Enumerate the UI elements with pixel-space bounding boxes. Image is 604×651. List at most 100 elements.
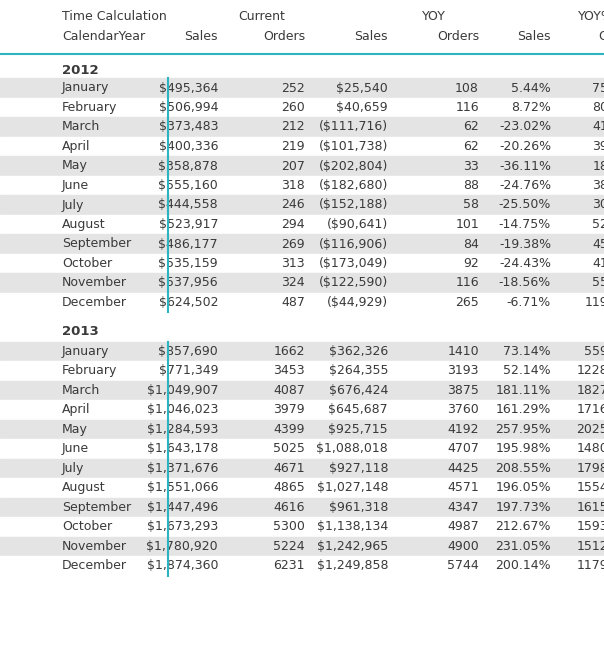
Text: 5224: 5224 <box>274 540 305 553</box>
Text: 1512.35%: 1512.35% <box>576 540 604 553</box>
Text: 5744: 5744 <box>447 559 479 572</box>
Text: ($182,680): ($182,680) <box>319 179 388 192</box>
Text: -18.56%: -18.56% <box>499 277 551 290</box>
Text: 62: 62 <box>463 140 479 153</box>
Text: 41.63%: 41.63% <box>593 257 604 270</box>
Text: January: January <box>62 345 109 358</box>
Text: March: March <box>62 383 100 396</box>
Text: -36.11%: -36.11% <box>499 159 551 173</box>
Text: 1480.19%: 1480.19% <box>576 442 604 455</box>
Text: 4192: 4192 <box>448 422 479 436</box>
Bar <box>0 400 604 419</box>
Text: -24.76%: -24.76% <box>499 179 551 192</box>
Text: 2012: 2012 <box>62 64 98 77</box>
Text: Sales: Sales <box>184 29 218 42</box>
Text: 45.41%: 45.41% <box>593 238 604 251</box>
Text: September: September <box>62 238 131 251</box>
Text: ($111,716): ($111,716) <box>319 120 388 133</box>
Text: 257.95%: 257.95% <box>495 422 551 436</box>
Text: May: May <box>62 159 88 173</box>
Text: Sales: Sales <box>518 29 551 42</box>
Text: ($101,738): ($101,738) <box>319 140 388 153</box>
Bar <box>0 254 604 273</box>
Text: ($202,804): ($202,804) <box>319 159 388 173</box>
Text: $535,159: $535,159 <box>158 257 218 270</box>
Text: March: March <box>62 120 100 133</box>
Text: $40,659: $40,659 <box>336 101 388 114</box>
Bar <box>0 478 604 497</box>
Text: ($90,641): ($90,641) <box>327 218 388 231</box>
Text: 1827.83%: 1827.83% <box>576 383 604 396</box>
Text: 116: 116 <box>455 101 479 114</box>
Bar <box>0 517 604 536</box>
Text: 3193: 3193 <box>448 365 479 377</box>
Text: August: August <box>62 481 106 494</box>
Bar <box>0 234 604 254</box>
Text: 200.14%: 200.14% <box>495 559 551 572</box>
Text: $1,673,293: $1,673,293 <box>147 520 218 533</box>
Text: December: December <box>62 296 127 309</box>
Text: -24.43%: -24.43% <box>499 257 551 270</box>
Text: October: October <box>62 520 112 533</box>
Text: 6231: 6231 <box>274 559 305 572</box>
Text: ($116,906): ($116,906) <box>319 238 388 251</box>
Text: 88: 88 <box>463 179 479 192</box>
Text: 3760: 3760 <box>447 403 479 416</box>
Text: $645,687: $645,687 <box>329 403 388 416</box>
Text: 84: 84 <box>463 238 479 251</box>
Text: YOY: YOY <box>422 10 445 23</box>
Text: 5.44%: 5.44% <box>511 81 551 94</box>
Text: 1410: 1410 <box>448 345 479 358</box>
Text: 265: 265 <box>455 296 479 309</box>
Text: February: February <box>62 101 117 114</box>
Text: $358,878: $358,878 <box>158 159 218 173</box>
Text: 3875: 3875 <box>447 383 479 396</box>
Text: 181.11%: 181.11% <box>495 383 551 396</box>
Text: February: February <box>62 365 117 377</box>
Text: November: November <box>62 277 127 290</box>
Bar <box>0 439 604 458</box>
Text: 108: 108 <box>455 81 479 94</box>
Text: 1615.99%: 1615.99% <box>577 501 604 514</box>
Text: 3453: 3453 <box>274 365 305 377</box>
Text: 269: 269 <box>281 238 305 251</box>
Text: 116: 116 <box>455 277 479 290</box>
Text: 313: 313 <box>281 257 305 270</box>
Text: April: April <box>62 140 91 153</box>
Text: 75.00%: 75.00% <box>592 81 604 94</box>
Text: 5300: 5300 <box>273 520 305 533</box>
Bar <box>0 536 604 556</box>
Text: $1,046,023: $1,046,023 <box>147 403 218 416</box>
Text: 4087: 4087 <box>273 383 305 396</box>
Text: -20.26%: -20.26% <box>499 140 551 153</box>
Text: -6.71%: -6.71% <box>507 296 551 309</box>
Bar <box>0 293 604 312</box>
Text: 559.52%: 559.52% <box>584 345 604 358</box>
Text: 4399: 4399 <box>274 422 305 436</box>
Bar <box>0 156 604 176</box>
Text: -14.75%: -14.75% <box>499 218 551 231</box>
Text: 41.33%: 41.33% <box>593 120 604 133</box>
Text: $25,540: $25,540 <box>336 81 388 94</box>
Text: 52.33%: 52.33% <box>593 218 604 231</box>
Text: June: June <box>62 179 89 192</box>
Text: $771,349: $771,349 <box>158 365 218 377</box>
Text: Orders: Orders <box>263 29 305 42</box>
Text: 4347: 4347 <box>448 501 479 514</box>
Text: 30.85%: 30.85% <box>592 199 604 212</box>
Text: 208.55%: 208.55% <box>495 462 551 475</box>
Text: ($173,049): ($173,049) <box>319 257 388 270</box>
Text: 18.97%: 18.97% <box>593 159 604 173</box>
Text: 1228.08%: 1228.08% <box>576 365 604 377</box>
Text: 92: 92 <box>463 257 479 270</box>
Text: YOY%: YOY% <box>577 10 604 23</box>
Text: $1,371,676: $1,371,676 <box>147 462 218 475</box>
Bar <box>0 497 604 517</box>
Text: 252: 252 <box>281 81 305 94</box>
Text: September: September <box>62 501 131 514</box>
Text: 4900: 4900 <box>447 540 479 553</box>
Text: 1179.47%: 1179.47% <box>576 559 604 572</box>
Text: ($152,188): ($152,188) <box>319 199 388 212</box>
Bar <box>0 458 604 478</box>
Text: $1,242,965: $1,242,965 <box>316 540 388 553</box>
